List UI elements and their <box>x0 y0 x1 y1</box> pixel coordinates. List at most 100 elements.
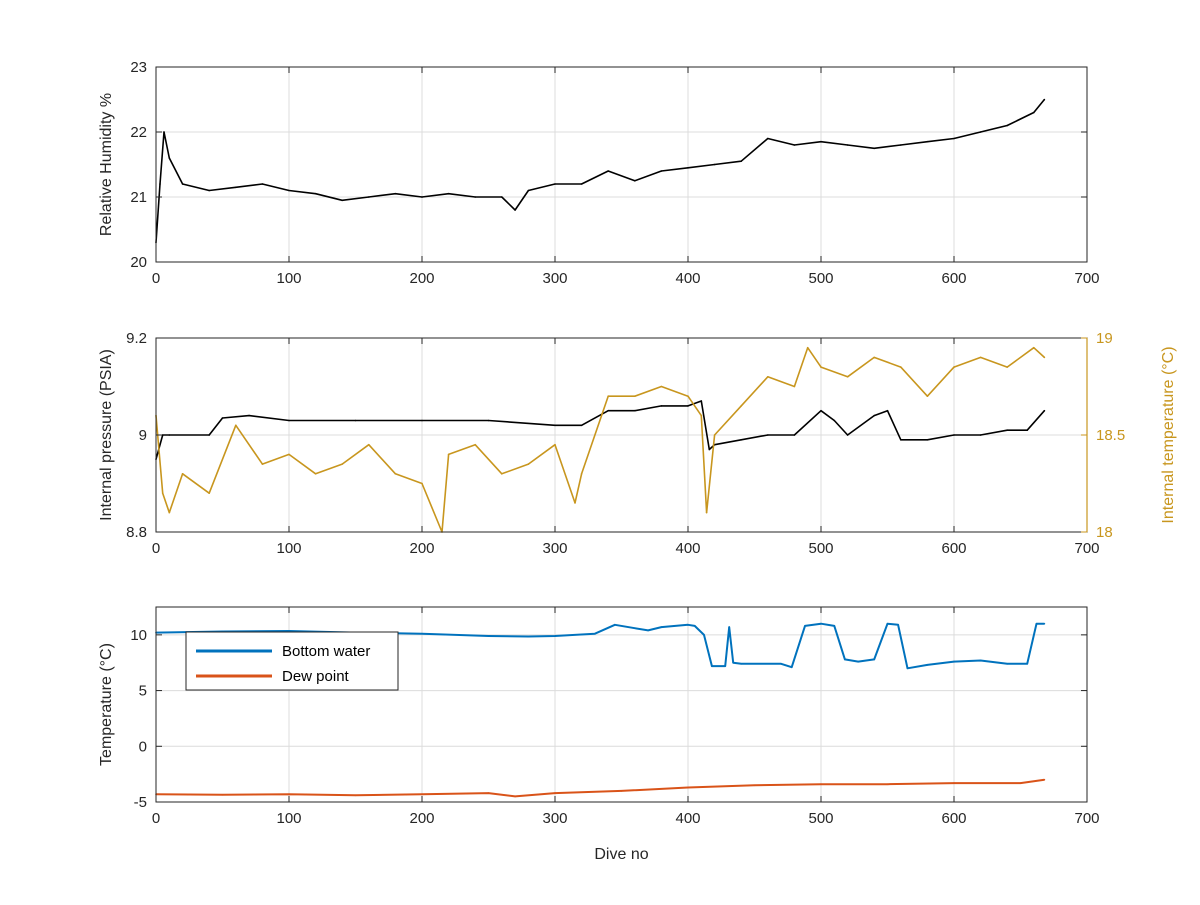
data-point-2-2 <box>421 482 423 485</box>
panel-3: 0 100 200 300 400 500 600 700 -5 0 5 10 Temperature … <box>98 606 1100 863</box>
data-point-3-1 <box>926 664 929 666</box>
data-point-3-2 <box>886 783 889 785</box>
y-tick-label-3: -5 <box>134 794 147 811</box>
x-tick-label-3: 400 <box>675 810 700 827</box>
data-point-2-2 <box>314 473 317 475</box>
data-point-3-1 <box>634 627 636 629</box>
data-point-2-1 <box>221 417 224 419</box>
data-point-1-1 <box>1043 98 1046 101</box>
data-point-2-2 <box>474 443 477 446</box>
data-point-2-1 <box>580 424 583 427</box>
data-point-2-2 <box>660 385 663 388</box>
x-tick-label-3: 0 <box>152 810 160 827</box>
data-point-3-2 <box>687 786 689 789</box>
x-tick-label-2: 400 <box>675 540 700 557</box>
x-tick-label-1: 100 <box>276 270 301 287</box>
data-point-2-2 <box>574 502 576 504</box>
data-point-2-2 <box>820 366 822 368</box>
data-point-2-2 <box>181 473 184 475</box>
right-y-axis-label: Internal temperature (°C) <box>1160 346 1177 523</box>
y-axis-label-3: Temperature (°C) <box>98 643 115 766</box>
data-point-3-1 <box>740 663 742 665</box>
data-point-2-2 <box>846 376 849 378</box>
x-tick-label-2: 300 <box>542 540 567 557</box>
data-point-2-1 <box>1026 429 1028 432</box>
right-y-tick-label: 18.5 <box>1096 427 1125 444</box>
data-point-2-2 <box>341 463 344 465</box>
legend: Bottom water Dew point <box>185 631 399 691</box>
data-point-1-1 <box>208 189 210 192</box>
data-point-3-1 <box>594 632 596 635</box>
data-point-3-1 <box>288 630 290 632</box>
data-point-1-1 <box>1033 111 1035 114</box>
data-point-1-1 <box>580 183 583 185</box>
data-point-2-2 <box>168 511 171 514</box>
data-point-3-1 <box>487 635 490 637</box>
data-point-3-1 <box>614 624 616 626</box>
x-tick-label-1: 700 <box>1074 270 1099 287</box>
series-line-3-2 <box>155 778 1045 798</box>
data-point-2-1 <box>846 434 849 436</box>
data-point-3-1 <box>857 660 859 663</box>
data-point-1-1 <box>979 131 982 133</box>
y-tick-label-2: 9 <box>139 427 147 444</box>
data-point-3-2 <box>288 793 290 795</box>
data-point-2-2 <box>447 453 450 456</box>
series-line-2-2 <box>155 346 1045 533</box>
data-point-2-2 <box>900 366 902 368</box>
data-point-2-2 <box>607 395 609 398</box>
data-point-2-2 <box>713 434 716 436</box>
data-point-1-1 <box>514 209 516 211</box>
data-point-3-1 <box>844 658 846 661</box>
data-point-1-1 <box>634 180 636 182</box>
data-point-3-1 <box>724 665 726 667</box>
data-point-3-1 <box>886 622 889 625</box>
data-point-1-1 <box>447 192 450 195</box>
data-point-1-1 <box>394 192 397 195</box>
data-point-3-2 <box>1043 778 1046 781</box>
data-point-2-2 <box>1006 366 1008 368</box>
right-y-tick-label: 19 <box>1096 330 1113 347</box>
data-point-2-2 <box>740 405 742 407</box>
y-tick-label-2: 8.8 <box>126 524 147 541</box>
y-tick-label-3: 0 <box>139 738 147 755</box>
data-point-2-2 <box>261 463 264 465</box>
data-point-2-2 <box>793 385 796 388</box>
data-point-3-1 <box>711 665 713 667</box>
data-point-2-2 <box>806 346 809 349</box>
data-point-3-2 <box>354 794 357 797</box>
data-point-2-1 <box>886 409 889 412</box>
y-axis-label-2: Internal pressure (PSIA) <box>98 349 115 521</box>
data-point-1-1 <box>261 183 264 185</box>
data-point-2-1 <box>873 414 875 417</box>
data-point-1-1 <box>740 160 742 162</box>
data-point-1-1 <box>168 157 171 159</box>
y-tick-label-2: 9.2 <box>126 330 147 347</box>
data-point-1-1 <box>873 147 875 150</box>
x-tick-label-2: 100 <box>276 540 301 557</box>
x-tick-label-2: 200 <box>409 540 434 557</box>
data-point-2-2 <box>1043 356 1046 359</box>
data-point-1-1 <box>900 144 902 146</box>
x-tick-label-3: 300 <box>542 810 567 827</box>
data-point-2-2 <box>926 395 929 398</box>
data-point-1-1 <box>607 170 609 172</box>
x-tick-label-3: 600 <box>941 810 966 827</box>
x-tick-label-3: 100 <box>276 810 301 827</box>
x-tick-label-3: 700 <box>1074 810 1099 827</box>
data-point-1-1 <box>527 189 530 192</box>
data-point-3-1 <box>693 625 696 627</box>
data-point-2-2 <box>288 453 290 456</box>
data-point-3-1 <box>527 635 530 638</box>
data-point-2-1 <box>740 439 742 441</box>
data-point-1-1 <box>926 140 929 143</box>
data-point-2-2 <box>634 395 636 398</box>
data-point-1-1 <box>554 183 556 185</box>
data-point-2-2 <box>580 473 583 475</box>
data-point-2-2 <box>501 473 503 475</box>
x-tick-label-2: 700 <box>1074 540 1099 557</box>
data-point-2-2 <box>873 356 875 359</box>
data-point-2-1 <box>900 439 902 441</box>
axes-frame-1 <box>155 66 1088 263</box>
legend-label-1: Bottom water <box>282 643 370 660</box>
